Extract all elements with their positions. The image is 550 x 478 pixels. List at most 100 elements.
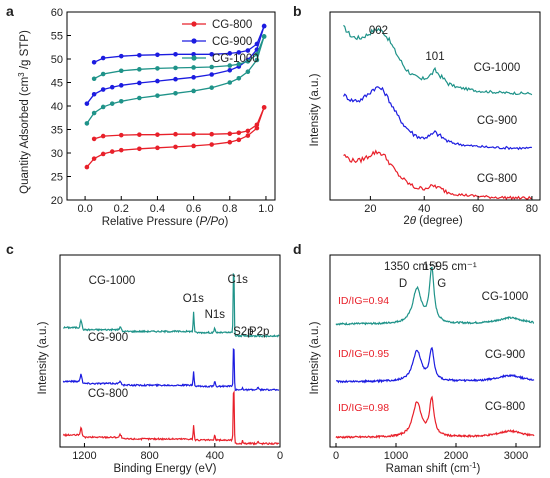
panel-a-cg-1000-adsorption-point [191,88,196,94]
panel-a-xlabel: Relative Pressure (P/Po) [102,216,229,228]
panel-d-series-label: CG-1000 [482,291,529,303]
panel-b-xrd-chart: b 20 40 60 80 2θ (degree) Intensity (a.u.) … [293,3,541,227]
panel-a-xtick-label: 0.0 [77,203,92,215]
panel-b-cg-1000-line [343,24,533,96]
panel-b-letter: b [293,3,302,19]
panel-d-peak-d-position: 1350 cm⁻¹ [384,261,438,273]
panel-a-cg-800-adsorption-point [100,151,106,157]
panel-d-ratio-label: ID/IG=0.98 [338,402,389,414]
panel-a-isotherm-chart: a 0.0 0.2 0.4 0.6 0.8 1.0 20 25 30 35 40 45 50 55 60 R… [6,3,276,228]
panel-c-xtick-label: 1200 [72,450,96,462]
panel-a-cg-800-desorption-point [227,131,233,137]
panel-a-letter: a [6,3,14,19]
panel-a-cg-900-adsorption-point [109,84,115,90]
panel-d-series-label: CG-800 [485,401,525,413]
panel-a-legend-marker [191,38,197,44]
panel-b-xtick-label: 60 [472,203,484,215]
panel-a-cg-1000-adsorption-point [137,95,142,101]
panel-a-cg-1000-adsorption-point [118,99,124,104]
panel-a-cg-900-adsorption-point [227,67,233,73]
panel-c-xtick-label: 800 [140,450,158,462]
panel-c-peak-n1s: N1s [205,309,226,321]
panel-a-cg-1000-desorption-point [245,59,251,64]
panel-b-xlabel: 2θ (degree) [403,215,462,227]
panel-d-peak-d-label: D [399,278,407,290]
panel-a-cg-800-adsorption-point [118,147,124,153]
panel-a-xlabel-italic: P/Po [200,216,226,228]
panel-a-cg-900-desorption-point [261,23,267,29]
panel-d-cg-900-line [336,346,535,384]
panel-d-cg-800-line [335,395,535,440]
panel-a-cg-1000-desorption-point [261,34,267,39]
panel-a-cg-800-desorption-point [236,130,242,136]
panel-a-cg-1000-desorption-point [227,63,233,68]
panel-d-cg-1000-line [335,266,534,326]
panel-a-ytick-label: 25 [51,172,63,184]
panel-c-cg-1000-line [63,272,280,338]
panel-c-cg-800-line [62,390,280,446]
panel-a-cg-1000-adsorption-point [236,75,242,81]
panel-c-xps-chart: c 1200 800 400 0 Binding Energy (eV) Intens… [6,241,283,475]
panel-a-legend-label: CG-900 [212,36,252,48]
panel-c-series-label: CG-800 [88,388,128,400]
panel-d-ylabel: Intensity (a.u.) [309,321,321,394]
panel-c-peak-c1s: C1s [227,274,248,286]
panel-a-legend: CG-800 CG-900 CG-1000 [182,19,259,65]
panel-a-cg-1000-adsorption-point [109,101,115,106]
panel-a-ytick-label: 55 [51,31,63,43]
panel-a-cg-1000-adsorption-point [173,91,178,96]
panel-a-cg-900-adsorption-point [191,75,196,80]
panel-d-xtick-label: 0 [333,450,339,462]
panel-b-frame [329,11,541,201]
panel-a-cg-900-adsorption-point [118,83,124,88]
panel-a-cg-1000-adsorption-point [91,110,97,116]
panel-a-cg-900-desorption-point [245,48,251,53]
panel-a-cg-1000-desorption-point [191,65,196,70]
panel-c-peak-p2p: P2p [249,326,269,338]
panel-a-cg-1000-desorption-point [137,67,142,72]
panel-a-cg-1000-desorption-point [91,76,97,82]
panel-a-cg-800-adsorption-point [109,149,115,154]
panel-a-cg-1000-desorption-point [254,52,260,57]
panel-a-cg-800-desorption-point [261,105,267,110]
panel-a-cg-900-desorption-point [191,52,196,57]
panel-a-cg-900-desorption-point [91,59,97,65]
panel-a-cg-900-desorption-point [118,53,124,59]
panel-a-cg-900-adsorption-point [137,80,142,86]
panel-a-cg-900-desorption-point [173,52,178,57]
panel-d-letter: d [293,241,302,257]
panel-c-letter: c [6,241,14,257]
panel-a-cg-900-adsorption-point [100,87,106,92]
panel-a-xtick-label: 1.0 [258,203,273,215]
panel-d-xlabel: Raman shift (cm-1) [386,461,481,475]
panel-a-ylabel-tail: /g STP) [19,30,31,72]
panel-a-cg-1000-adsorption-point [100,104,106,110]
panel-a-ytick-label: 40 [51,101,63,113]
panel-a-cg-1000-adsorption-point [254,57,260,63]
panel-c-peak-s2p: S2p [233,326,253,338]
panel-a-cg-900-adsorption-point [91,91,97,97]
panel-a-legend-label: CG-1000 [212,53,259,65]
panel-a-xlabel-close: ) [224,216,228,228]
panel-b-series-label: CG-900 [477,115,517,127]
panel-a-cg-800-desorption-point [209,131,214,137]
panel-a-cg-900-desorption-point [100,55,106,61]
panel-a-cg-800-adsorption-point [227,139,233,145]
panel-a-cg-900-adsorption-point [84,101,90,106]
panel-a-xtick-label: 0.2 [114,203,129,215]
panel-d-frame [329,254,541,448]
panel-c-xtick-label: 400 [206,450,224,462]
panel-a-cg-800-desorption-point [245,128,251,134]
panel-c-xlabel: Binding Energy (eV) [114,463,217,475]
panel-b-xtick-label: 80 [526,203,538,215]
panel-a-legend-label: CG-800 [212,19,252,31]
panel-c-cg-900-line [62,347,280,392]
panel-d-series-label: CG-900 [485,349,525,361]
panel-b-cg-800-line [343,149,533,201]
panel-a-cg-900-desorption-point [209,52,214,57]
panel-a-cg-800-adsorption-point [254,125,260,131]
panel-a-ylabel: Quantity Adsorbed (cm3 /g STP) [17,30,31,194]
panel-d-ratio-label: ID/IG=0.95 [338,348,389,360]
panel-a-cg-800-adsorption-line [86,107,265,168]
